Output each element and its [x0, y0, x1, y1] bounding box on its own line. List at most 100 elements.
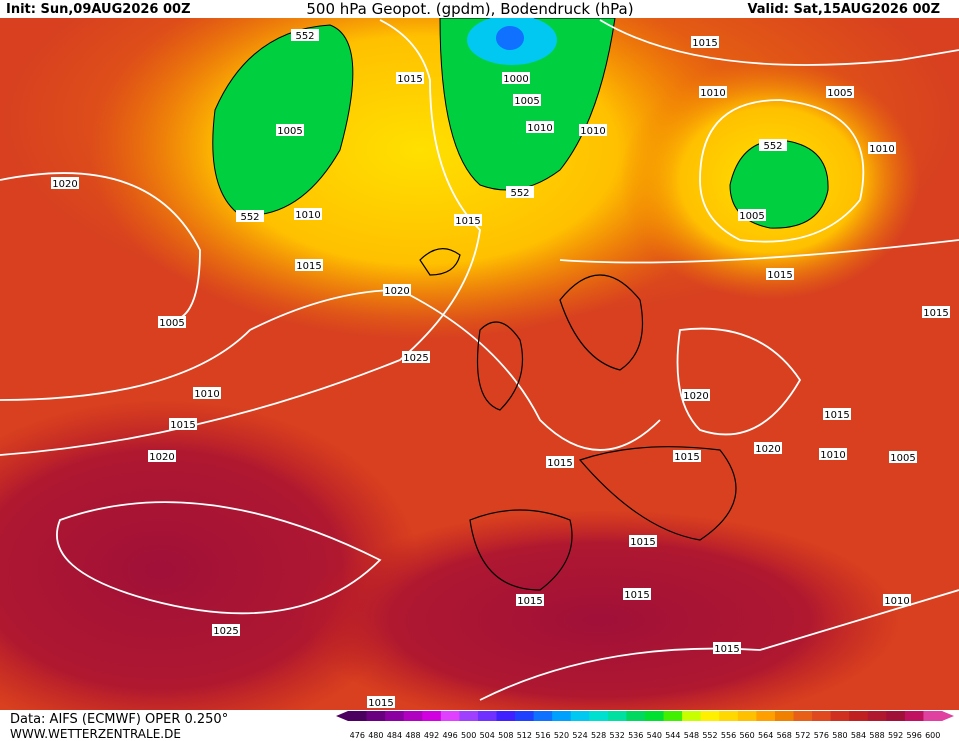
isobar-label: 1010: [884, 596, 909, 607]
isobar-label: 1015: [170, 420, 195, 431]
isobar-label-bg: [513, 94, 541, 106]
isobar-label-bg: [295, 259, 323, 271]
colorbar-swatch: [663, 711, 683, 721]
colorbar-label: 488: [405, 731, 420, 740]
colorbar-swatch: [645, 711, 665, 721]
isobar-label: 552: [510, 188, 529, 199]
isobar-label: 1005: [890, 453, 915, 464]
colorbar-swatch: [366, 711, 386, 721]
isobar-label-bg: [158, 316, 186, 328]
colorbar-swatch: [830, 711, 850, 721]
colorbar-swatch: [422, 711, 442, 721]
isobar-label: 1010: [194, 389, 219, 400]
isobar-label: 1010: [869, 144, 894, 155]
isobar-label: 1020: [52, 179, 77, 190]
colorbar-swatch: [459, 711, 479, 721]
isobar-label: 1015: [624, 590, 649, 601]
isobar-label-bg: [383, 284, 411, 296]
colorbar-swatch: [607, 711, 627, 721]
ridge-area: [0, 400, 420, 740]
colorbar-label: 596: [907, 731, 922, 740]
colorbar-label: 600: [925, 731, 940, 740]
isobar-label: 552: [295, 31, 314, 42]
isobar-label-bg: [826, 86, 854, 98]
isobar-label-bg: [291, 29, 319, 41]
isobar-label: 1010: [700, 88, 725, 99]
isobar-label: 1015: [714, 644, 739, 655]
isobar-label: 1015: [824, 410, 849, 421]
colorbar-label: 480: [368, 731, 383, 740]
isobar-label-bg: [766, 268, 794, 280]
isobar-label: 1020: [683, 391, 708, 402]
isobar-label-bg: [713, 642, 741, 654]
isobar-label-bg: [682, 389, 710, 401]
isobar-label: 1000: [503, 74, 528, 85]
isobar-label: 1015: [296, 261, 321, 272]
colorbar-label: 504: [480, 731, 495, 740]
isobar-label: 552: [240, 212, 259, 223]
isobar-label-bg: [212, 624, 240, 636]
isobar-label-bg: [623, 588, 651, 600]
colorbar-swatch: [756, 711, 776, 721]
isobar-label-bg: [629, 535, 657, 547]
isobar-label-bg: [579, 124, 607, 136]
isobar-label-bg: [402, 351, 430, 363]
colorbar-label: 476: [350, 731, 365, 740]
header-bar: [0, 0, 959, 18]
trough-area: [212, 24, 354, 216]
isobar-label: 1010: [295, 210, 320, 221]
isobar-label: 1025: [213, 626, 238, 637]
isobar-label-bg: [193, 387, 221, 399]
valid-time: Valid: Sat,15AUG2026 00Z: [747, 2, 940, 17]
colorbar-label: 528: [591, 731, 606, 740]
colorbar-swatch: [904, 711, 924, 721]
ridge-area: [300, 510, 900, 730]
isobar-label-bg: [823, 408, 851, 420]
colorbar-swatch: [737, 711, 757, 721]
isobar-label-bg: [673, 450, 701, 462]
isobar-label-bg: [819, 448, 847, 460]
colorbar-label: 572: [795, 731, 810, 740]
isobar-label-bg: [754, 442, 782, 454]
colorbar-swatch: [440, 711, 460, 721]
isobar-label: 1010: [527, 123, 552, 134]
isobar-label: 552: [763, 141, 782, 152]
isobar-label-bg: [691, 36, 719, 48]
colorbar-label: 500: [461, 731, 476, 740]
isobar-label-bg: [294, 208, 322, 220]
colorbar-label: 508: [498, 731, 513, 740]
colorbar-label: 484: [387, 731, 402, 740]
isobar-label-bg: [148, 450, 176, 462]
isobar-label-bg: [883, 594, 911, 606]
isobar-label-bg: [396, 72, 424, 84]
colorbar-label: 536: [628, 731, 643, 740]
colorbar-arrow: [336, 711, 348, 721]
colorbar-swatch: [626, 711, 646, 721]
colorbar-label: 568: [777, 731, 792, 740]
init-time: Init: Sun,09AUG2026 00Z: [6, 2, 191, 17]
colorbar-swatch: [700, 711, 720, 721]
colorbar-swatch: [403, 711, 423, 721]
colorbar-swatch: [923, 711, 943, 721]
isobar-label: 1020: [384, 286, 409, 297]
data-source: Data: AIFS (ECMWF) OPER 0.250°: [10, 712, 228, 727]
low-core: [496, 26, 524, 50]
colorbar-swatch: [533, 711, 553, 721]
isobar-label: 1005: [277, 126, 302, 137]
colorbar-swatch: [552, 711, 572, 721]
isobar-label-bg: [506, 186, 534, 198]
isobar-label: 1015: [455, 216, 480, 227]
colorbar-label: 544: [665, 731, 680, 740]
colorbar-label: 524: [572, 731, 587, 740]
isobar-label-bg: [759, 139, 787, 151]
colorbar-swatch: [682, 711, 702, 721]
isobar-label-bg: [546, 456, 574, 468]
colorbar-swatch: [385, 711, 405, 721]
isobar-label-bg: [276, 124, 304, 136]
colorbar-label: 564: [758, 731, 773, 740]
colorbar-label: 556: [721, 731, 736, 740]
colorbar-swatch: [477, 711, 497, 721]
colorbar-swatch: [867, 711, 887, 721]
colorbar-swatch: [793, 711, 813, 721]
